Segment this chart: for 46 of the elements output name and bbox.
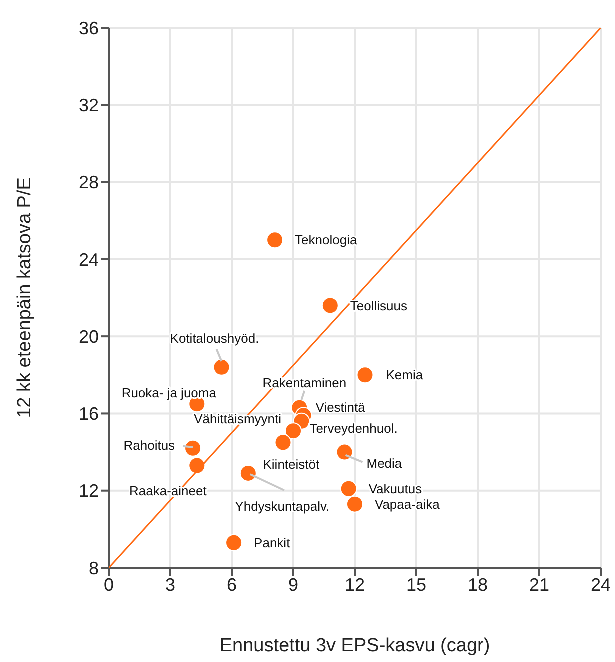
y-tick-label: 16 [78,404,99,424]
x-tick-label: 24 [590,574,612,595]
x-tick-label: 3 [165,574,176,595]
point [266,232,284,249]
annotation: Rahoitus [124,438,176,453]
y-tick-label: 24 [78,250,99,270]
annotation: Pankit [254,535,291,550]
point [336,444,354,461]
y-tick-label: 12 [78,481,99,502]
annotation: Vakuutus [368,481,423,496]
x-tick-label: 6 [226,574,238,595]
annotation: Kotitaloushyöd. [170,330,260,346]
annotation: Vapaa-aika [375,496,441,512]
annotation: Yhdyskuntapalv. [235,499,330,514]
y-tick-label: 28 [78,172,99,193]
point [274,434,292,452]
annotation: Terveydenhuol. [310,420,398,436]
point [213,358,230,376]
annotation: Teollisuus [350,298,408,314]
point [226,534,243,552]
annotation: Kiinteistöt [263,457,320,472]
point [340,480,358,498]
x-tick-label: 15 [406,574,427,595]
point [356,366,374,384]
point [322,297,339,314]
x-tick-label: 0 [104,574,114,595]
x-tick-label: 9 [288,574,299,595]
y-axis-title: 12 kk eteenpäin katsova P/E [14,178,36,418]
point [188,457,206,474]
annotation: Media [366,456,403,471]
y-tick-label: 8 [88,558,99,578]
y-tick-label: 36 [78,18,99,38]
x-tick-label: 12 [344,574,366,595]
y-tick-label: 20 [78,326,99,347]
point [346,496,364,513]
point [285,422,302,440]
annotation: Viestintä [316,400,366,416]
annotation: Teknologia [295,232,358,248]
y-tick-label: 32 [78,96,99,116]
x-axis-title: Ennustettu 3v EPS-kasvu (cagr) [220,635,490,656]
x-tick-label: 18 [468,574,488,595]
x-tick-label: 21 [529,574,550,595]
point [184,440,202,457]
annotation: Kemia [386,368,424,383]
annotation: Ruoka- ja juoma [122,386,218,401]
point [240,465,257,482]
